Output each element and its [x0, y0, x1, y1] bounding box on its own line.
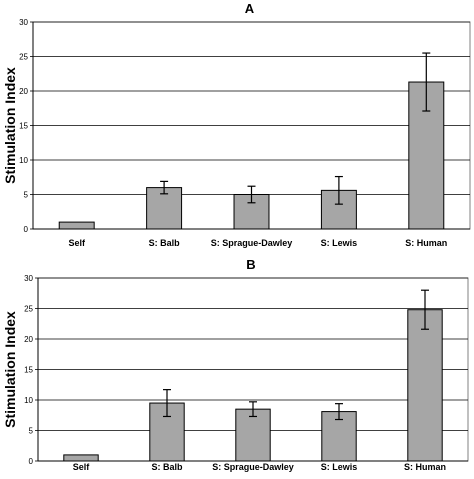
y-axis-label: Stimulation Index	[2, 311, 18, 428]
y-tick-label: 5	[24, 191, 29, 200]
bar	[63, 454, 99, 462]
x-category-label: S: Lewis	[321, 238, 358, 248]
panel-title: A	[245, 1, 255, 16]
y-tick-label: 30	[19, 18, 28, 27]
x-category-label: S: Balb	[151, 462, 183, 472]
bar	[58, 221, 95, 230]
y-tick-label: 15	[19, 122, 28, 131]
y-tick-label: 0	[24, 225, 29, 234]
x-category-label: S: Human	[405, 238, 447, 248]
chart-panel-b: 0 5 10 15 20 25 30 Self S: Balb S: Sprague-Dawley…	[2, 257, 469, 472]
x-category-label: Self	[73, 462, 91, 472]
x-category-label: Self	[68, 238, 86, 248]
x-category-label: S: Sprague-Dawley	[212, 462, 294, 472]
chart-panel-a: 0 5 10 15 20 25 30 Self S: Balb S: Sprague-Dawley…	[2, 1, 471, 248]
x-category-label: S: Lewis	[321, 462, 358, 472]
y-tick-label: 20	[24, 335, 33, 344]
x-category-label: S: Balb	[149, 238, 181, 248]
panel-title: B	[246, 257, 255, 272]
y-tick-label: 10	[19, 156, 28, 165]
bar	[407, 309, 443, 462]
y-tick-label: 15	[24, 366, 33, 375]
y-tick-label: 10	[24, 396, 33, 405]
x-category-label: S: Human	[404, 462, 446, 472]
y-tick-label: 25	[24, 305, 33, 314]
y-tick-label: 20	[19, 87, 28, 96]
y-tick-label: 5	[29, 427, 34, 436]
y-tick-label: 25	[19, 53, 28, 62]
y-axis-label: Stimulation Index	[2, 67, 18, 184]
y-tick-label: 30	[24, 274, 33, 283]
x-category-label: S: Sprague-Dawley	[211, 238, 293, 248]
y-tick-label: 0	[29, 457, 34, 466]
